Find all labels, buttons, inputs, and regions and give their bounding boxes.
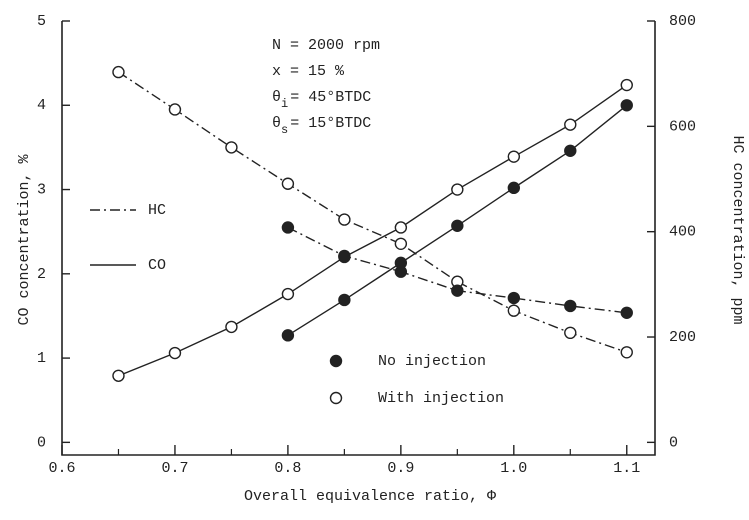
annotation-text: = 45°BTDC bbox=[290, 89, 371, 106]
legend-label: HC bbox=[148, 202, 166, 219]
data-point bbox=[620, 99, 633, 112]
annotation-text: x = 15 % bbox=[272, 63, 345, 80]
x-tick-label: 0.6 bbox=[48, 460, 75, 477]
y-tick-label: 4 bbox=[37, 97, 46, 114]
data-point bbox=[168, 103, 182, 116]
annotation-text: = 15°BTDC bbox=[290, 115, 371, 132]
annotation-subscript: s bbox=[281, 123, 288, 137]
data-point bbox=[225, 141, 238, 154]
y-tick-label: 2 bbox=[37, 266, 46, 283]
y2-axis-label: HC concentration, ppm bbox=[729, 135, 746, 324]
data-point bbox=[564, 299, 577, 313]
data-point bbox=[281, 221, 295, 234]
x-axis-label: Overall equivalence ratio, Φ bbox=[244, 488, 496, 505]
data-point bbox=[564, 326, 577, 340]
data-point bbox=[507, 181, 521, 195]
x-tick-label: 1.1 bbox=[613, 460, 640, 477]
y-tick-label: 1 bbox=[37, 350, 46, 367]
annotation: θs = 15°BTDC bbox=[272, 115, 371, 137]
data-point bbox=[338, 293, 351, 307]
legend-marker bbox=[329, 354, 343, 368]
data-point bbox=[564, 118, 577, 131]
y2-tick-label: 200 bbox=[669, 329, 696, 346]
legend-label: With injection bbox=[378, 390, 504, 407]
y-tick-label: 0 bbox=[37, 434, 46, 451]
y-tick-label: 3 bbox=[37, 182, 46, 199]
y2-tick-label: 0 bbox=[669, 434, 678, 451]
data-point bbox=[507, 150, 521, 163]
x-tick-label: 1.0 bbox=[500, 460, 527, 477]
annotation: θi = 45°BTDC bbox=[272, 89, 371, 111]
y2-tick-label: 400 bbox=[669, 224, 696, 241]
data-point bbox=[451, 284, 464, 297]
series-line bbox=[118, 84, 628, 377]
data-point bbox=[451, 219, 464, 232]
data-point bbox=[451, 183, 464, 196]
legend-marker bbox=[329, 391, 343, 405]
data-point bbox=[281, 177, 295, 190]
legend-label: No injection bbox=[378, 353, 486, 370]
annotation-text: N = 2000 rpm bbox=[272, 37, 380, 54]
y-tick-label: 5 bbox=[37, 13, 46, 30]
y2-tick-label: 800 bbox=[669, 13, 696, 30]
data-point bbox=[394, 221, 408, 234]
x-tick-label: 0.8 bbox=[274, 460, 301, 477]
x-tick-label: 0.7 bbox=[161, 460, 188, 477]
annotation: N = 2000 rpm bbox=[272, 37, 380, 54]
data-point bbox=[507, 304, 521, 317]
axes-frame bbox=[61, 21, 656, 456]
legend-label: CO bbox=[148, 257, 166, 274]
data-point bbox=[112, 369, 125, 382]
data-point bbox=[507, 291, 521, 305]
annotation: x = 15 % bbox=[272, 63, 345, 80]
data-point bbox=[168, 346, 182, 360]
data-point bbox=[281, 329, 295, 342]
data-point bbox=[620, 306, 633, 319]
data-point bbox=[394, 265, 408, 278]
data-point bbox=[620, 346, 633, 359]
x-tick-label: 0.9 bbox=[387, 460, 414, 477]
y2-tick-label: 600 bbox=[669, 118, 696, 135]
data-point bbox=[338, 213, 351, 226]
series-line bbox=[118, 71, 627, 353]
annotation-symbol: θ bbox=[272, 89, 281, 106]
data-point bbox=[620, 78, 633, 92]
annotation-symbol: θ bbox=[272, 115, 281, 132]
data-point bbox=[112, 65, 125, 79]
data-point bbox=[281, 287, 295, 301]
data-point bbox=[394, 237, 408, 250]
y-axis-label: CO concentration, % bbox=[16, 153, 33, 325]
data-point bbox=[564, 144, 577, 157]
annotation-subscript: i bbox=[281, 97, 288, 111]
data-point bbox=[338, 249, 351, 263]
data-point bbox=[225, 320, 238, 334]
